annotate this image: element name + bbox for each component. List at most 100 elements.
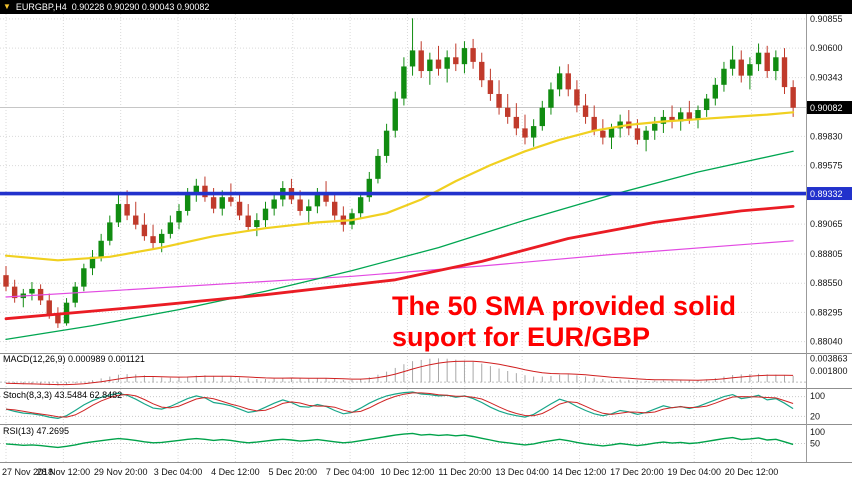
rsi-axis-label: 50: [810, 439, 820, 449]
stoch-main-line: [5, 391, 794, 420]
candle-body-bear: [496, 93, 502, 108]
candle-body-bear: [418, 50, 424, 72]
candle-body-bull: [729, 59, 736, 69]
candle-body-bear: [210, 197, 217, 209]
candle-body-bear: [574, 89, 580, 106]
candle-body-bull: [392, 98, 398, 131]
candle-body-bull: [184, 194, 191, 211]
candle-body-bear: [11, 286, 18, 299]
price-axis-label: 0.90343: [810, 73, 843, 83]
rsi-axis-label: 100: [810, 427, 825, 437]
chart-canvas[interactable]: 0.90855 0.90600 0.90343 0.89830 0.89575 0.890…: [0, 14, 852, 462]
stoch-axis-label: 20: [810, 411, 820, 421]
candle-body-bull: [254, 220, 260, 228]
candle-body-bull: [383, 130, 390, 156]
candle-body-bull: [461, 48, 468, 65]
macd-axis-label: 0.003863: [810, 353, 848, 363]
macd-axis-label: 0.001800: [810, 366, 848, 376]
candle-body-bear: [323, 194, 329, 202]
candle-body-bull: [652, 123, 658, 131]
candle-body-bear: [453, 57, 459, 65]
candle-body-bull: [193, 185, 199, 195]
candle-body-bull: [81, 268, 87, 287]
annotation-line-1: The 50 SMA provided solid: [392, 291, 737, 321]
time-label: 14 Dec 12:00: [552, 467, 607, 477]
current-price-box: [807, 101, 852, 115]
candle-body-bear: [470, 48, 476, 62]
candle-body-bear: [150, 236, 156, 244]
time-axis[interactable]: 27 Nov 2018 28 Nov 12:00 29 Nov 20:00 3 Dec…: [0, 462, 852, 485]
price-axis-label: 0.89830: [810, 131, 843, 141]
candle-body-bear: [479, 61, 485, 81]
chart-title-bar: ▼ EURGBP,H4 0.90228 0.90290 0.90043 0.90…: [0, 0, 852, 14]
candle-body-bull: [539, 107, 545, 127]
candle-body-bull: [401, 66, 407, 99]
candle-body-bear: [202, 185, 208, 198]
sma-100-line: [5, 150, 794, 341]
candle-body-bull: [262, 208, 269, 221]
candle-body-bull: [314, 194, 321, 207]
candle-body-bull: [678, 112, 684, 122]
candle-body-bull: [703, 98, 710, 111]
rsi-panel-label: RSI(13) 47.2695: [3, 426, 70, 436]
stoch-axis-label: 100: [810, 391, 825, 401]
candle-body-bull: [349, 213, 355, 225]
annotation-text: The 50 SMA provided solid suport for EUR…: [392, 291, 736, 353]
candle-body-bull: [660, 116, 667, 124]
time-label: 10 Dec 12:00: [380, 467, 435, 477]
macd-signal-line: [5, 360, 794, 386]
candle-body-bear: [764, 52, 770, 72]
price-axis-label: 0.89575: [810, 161, 843, 171]
candle-body-bull: [444, 57, 450, 69]
time-label: 5 Dec 20:00: [268, 467, 318, 477]
candle-body-bear: [46, 300, 52, 315]
candle-body-bull: [98, 240, 104, 257]
candle-body-bull: [721, 68, 727, 85]
candle-body-bear: [600, 130, 606, 138]
candle-body-bull: [29, 288, 35, 294]
candle-body-bull: [107, 222, 113, 241]
price-axis-label: 0.88040: [810, 337, 843, 347]
price-axis-label: 0.88805: [810, 249, 843, 259]
current-price-value: 0.90082: [810, 103, 843, 113]
candle-body-bull: [409, 50, 416, 67]
candle-body-bull: [712, 84, 718, 99]
candle-body-bear: [487, 80, 494, 94]
candle-body-bull: [747, 64, 753, 76]
candle-body-bear: [124, 204, 130, 216]
candle-body-bull: [755, 52, 762, 65]
price-axis-label: 0.88550: [810, 278, 843, 288]
rsi-line: [5, 432, 794, 449]
time-label: 29 Nov 20:00: [93, 467, 148, 477]
price-axis-label: 0.90855: [810, 14, 843, 24]
macd-panel-label: MACD(12,26,9) 0.000989 0.001121: [3, 354, 145, 364]
candle-body-bear: [686, 112, 693, 120]
time-label: 7 Dec 04:00: [325, 467, 375, 477]
time-label: 13 Dec 04:00: [495, 467, 549, 477]
price-axis-label: 0.90600: [810, 43, 843, 53]
candle-body-bear: [245, 215, 251, 228]
candle-body-bear: [522, 128, 528, 138]
candle-body-bear: [565, 73, 571, 90]
candle-body-bull: [72, 286, 78, 303]
stoch-signal-line: [5, 392, 794, 418]
ma-magenta-line: [5, 240, 794, 298]
time-label: 20 Dec 12:00: [724, 467, 779, 477]
candle-body-bear: [634, 128, 641, 140]
chart-ohlc-values: 0.90228 0.90290 0.90043 0.90082: [71, 2, 210, 12]
time-label: 3 Dec 04:00: [153, 467, 203, 477]
candle-body-bull: [89, 256, 96, 269]
support-price-box: [807, 187, 852, 201]
candle-body-bear: [582, 105, 589, 117]
candle-body-bull: [159, 233, 165, 244]
candle-body-bear: [790, 87, 796, 108]
candle-body-bull: [608, 128, 615, 138]
sma-200-line: [4, 204, 795, 321]
candle-body-bear: [513, 116, 520, 129]
candle-body-bull: [176, 210, 182, 223]
candle-body-bear: [332, 201, 338, 216]
candle-body-bull: [773, 57, 779, 72]
candle-body-bull: [271, 199, 277, 209]
candle-body-bull: [375, 155, 381, 179]
